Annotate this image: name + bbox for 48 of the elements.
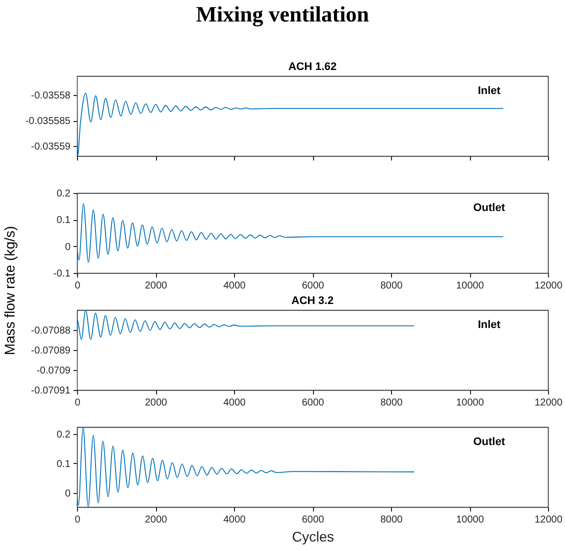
x-tick-label: 2000 — [144, 514, 168, 526]
y-axis-title: Mass flow rate (kg/s) — [2, 226, 18, 356]
y-tick-label: 0 — [64, 488, 71, 500]
x-tick-label: 0 — [74, 280, 81, 292]
x-tick-label: 2000 — [144, 280, 168, 292]
x-tick-label: 6000 — [302, 514, 325, 526]
line-series — [77, 203, 504, 263]
line-series — [77, 427, 414, 507]
x-tick-label: 12000 — [534, 280, 563, 292]
y-tick-label: 0.1 — [56, 215, 71, 226]
x-tick-label: 0 — [74, 514, 81, 526]
x-tick-label: 2000 — [144, 398, 168, 408]
x-axis-title: Cycles — [292, 528, 334, 544]
x-tick-label: 0 — [74, 398, 81, 408]
y-tick-label: -0.035585 — [25, 116, 71, 128]
x-tick-label: 4000 — [223, 280, 246, 292]
y-tick-label: -0.0709 — [36, 366, 71, 376]
annotation: Outlet — [473, 202, 506, 214]
chart-title: Mixing ventilation — [196, 2, 369, 27]
y-tick-label: -0.07089 — [31, 346, 71, 356]
x-tick-label: 4000 — [223, 398, 246, 408]
x-tick-label: 6000 — [302, 280, 325, 292]
x-tick-label: 10000 — [456, 280, 484, 292]
y-tick-label: 0 — [64, 242, 71, 253]
x-tick-label: 8000 — [380, 514, 404, 526]
chart-title: ACH 3.2 — [291, 295, 334, 307]
y-tick-label: -0.1 — [53, 268, 71, 280]
y-tick-label: -0.03558 — [31, 90, 71, 102]
y-tick-label: 0.2 — [56, 188, 71, 200]
x-tick-label: 6000 — [302, 398, 325, 408]
chart-subtitle: ACH 1.62 — [288, 61, 337, 73]
annotation: Inlet — [478, 319, 501, 331]
annotation: Inlet — [478, 85, 501, 97]
x-tick-label: 8000 — [380, 280, 404, 292]
y-tick-label: -0.07091 — [31, 386, 71, 396]
y-tick-label: 0.2 — [56, 429, 71, 440]
line-series — [77, 76, 504, 156]
y-tick-label: -0.03559 — [31, 141, 71, 152]
y-tick-label: -0.07088 — [31, 326, 71, 336]
x-tick-label: 12000 — [534, 514, 563, 526]
x-tick-label: 10000 — [456, 514, 484, 526]
y-tick-label: 0.1 — [56, 458, 71, 470]
x-tick-label: 8000 — [380, 398, 404, 408]
x-tick-label: 12000 — [534, 398, 563, 408]
x-tick-label: 10000 — [456, 398, 484, 408]
x-tick-label: 4000 — [223, 514, 246, 526]
line-series — [77, 310, 414, 390]
annotation: Outlet — [473, 436, 506, 448]
